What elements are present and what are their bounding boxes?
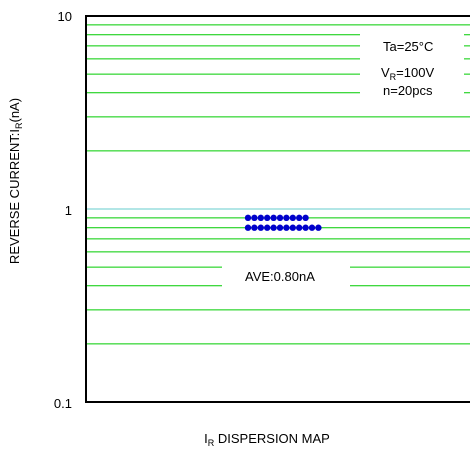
- x-axis-title-main: I: [204, 431, 208, 446]
- x-axis-title-sub: R: [208, 438, 215, 448]
- data-point: [276, 214, 284, 222]
- plot-frame: [85, 15, 470, 403]
- annotation-average: AVE:0.80nA: [245, 269, 315, 284]
- data-point: [257, 214, 264, 222]
- data-point: [296, 214, 303, 222]
- annotation-ta: Ta=25°C: [383, 39, 433, 54]
- y-axis-title-main: REVERSE CURRENT:I: [7, 129, 22, 264]
- y-tick-label-10: 10: [58, 9, 72, 24]
- data-point: [276, 224, 284, 231]
- data-point: [270, 214, 277, 222]
- y-tick-label-1: 1: [65, 203, 72, 218]
- data-point: [283, 214, 290, 222]
- annotation-vr: VR=100V: [381, 65, 434, 82]
- data-point: [289, 214, 296, 222]
- data-point: [302, 224, 309, 231]
- data-point: [251, 224, 258, 231]
- data-point: [244, 214, 252, 222]
- y-axis-title-sub: R: [14, 122, 24, 129]
- x-axis-title-rest: DISPERSION MAP: [214, 431, 330, 446]
- data-point: [251, 214, 258, 222]
- annotation-background-layer: [222, 30, 464, 292]
- annotation-n: n=20pcs: [383, 83, 433, 98]
- annotation-vr-rest: =100V: [396, 65, 434, 80]
- data-point: [302, 214, 309, 222]
- y-axis-title-rest: (nA): [7, 98, 22, 123]
- data-point: [289, 224, 296, 231]
- data-point: [257, 224, 264, 231]
- y-axis-title: REVERSE CURRENT:IR(nA): [7, 98, 24, 264]
- data-point: [296, 224, 303, 231]
- y-tick-label-0.1: 0.1: [54, 396, 72, 411]
- data-point: [244, 224, 252, 231]
- annotation-vr-main: V: [381, 65, 390, 80]
- points-layer: [244, 214, 322, 231]
- data-point: [283, 224, 290, 231]
- data-point: [264, 214, 271, 222]
- annotation-vr-sub: R: [390, 72, 397, 82]
- annotation-background: [360, 30, 464, 102]
- x-axis-title: IR DISPERSION MAP: [204, 431, 330, 448]
- data-point: [308, 224, 316, 231]
- annotation-background: [222, 262, 350, 292]
- data-point: [270, 224, 277, 231]
- data-point: [264, 224, 271, 231]
- data-point: [315, 224, 322, 231]
